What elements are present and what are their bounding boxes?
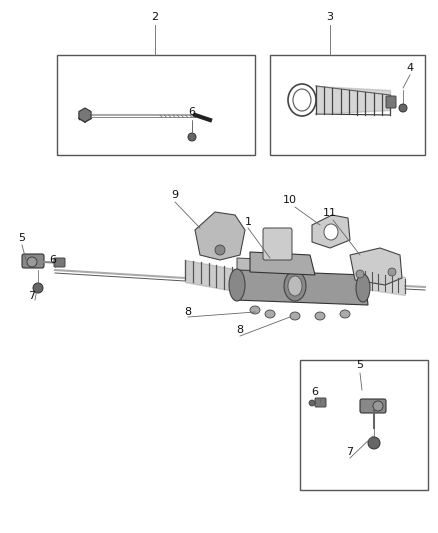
Bar [270,55,425,155]
FancyBboxPatch shape [315,398,326,407]
Text: 6: 6 [311,387,318,397]
Ellipse shape [324,224,338,240]
Text: 10: 10 [283,195,297,205]
Circle shape [368,437,380,449]
Circle shape [399,104,407,112]
Text: 8: 8 [237,325,244,335]
Polygon shape [195,212,245,260]
Ellipse shape [340,310,350,318]
Ellipse shape [229,269,245,301]
Circle shape [373,401,383,411]
Circle shape [388,268,396,276]
Text: 7: 7 [28,291,35,301]
Ellipse shape [356,274,370,302]
Circle shape [27,257,37,267]
FancyBboxPatch shape [54,258,65,267]
Text: 9: 9 [171,190,179,200]
Ellipse shape [250,306,260,314]
Circle shape [33,283,43,293]
Polygon shape [250,252,315,275]
Text: 5: 5 [357,360,364,370]
FancyBboxPatch shape [263,228,292,260]
Text: 6: 6 [188,107,195,117]
Polygon shape [312,215,350,248]
Ellipse shape [288,276,302,296]
Circle shape [309,400,315,406]
Text: 3: 3 [326,12,333,22]
Polygon shape [350,248,402,285]
Text: 8: 8 [184,307,191,317]
Ellipse shape [290,312,300,320]
Circle shape [215,245,225,255]
Text: 1: 1 [244,217,251,227]
Text: 4: 4 [406,63,413,73]
Polygon shape [79,108,91,122]
Polygon shape [237,258,308,272]
Text: 2: 2 [152,12,159,22]
Text: 6: 6 [49,255,57,265]
Ellipse shape [284,271,306,301]
Bar [57,55,255,155]
Ellipse shape [293,89,311,111]
Polygon shape [235,270,368,305]
Ellipse shape [265,310,275,318]
Text: 5: 5 [18,233,25,243]
FancyBboxPatch shape [386,96,396,108]
FancyBboxPatch shape [22,254,44,268]
FancyBboxPatch shape [360,399,386,413]
Bar [300,360,428,490]
Text: 7: 7 [346,447,353,457]
Ellipse shape [315,312,325,320]
Circle shape [356,270,364,278]
Text: 11: 11 [323,208,337,218]
Circle shape [188,133,196,141]
